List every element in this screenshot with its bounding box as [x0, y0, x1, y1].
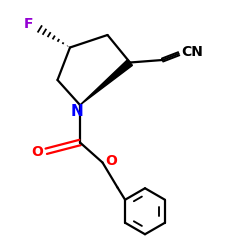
Text: O: O	[105, 154, 117, 168]
Text: O: O	[31, 146, 43, 160]
Polygon shape	[80, 60, 132, 105]
Text: F: F	[23, 18, 33, 32]
Text: CN: CN	[181, 46, 203, 60]
Text: N: N	[71, 104, 84, 120]
